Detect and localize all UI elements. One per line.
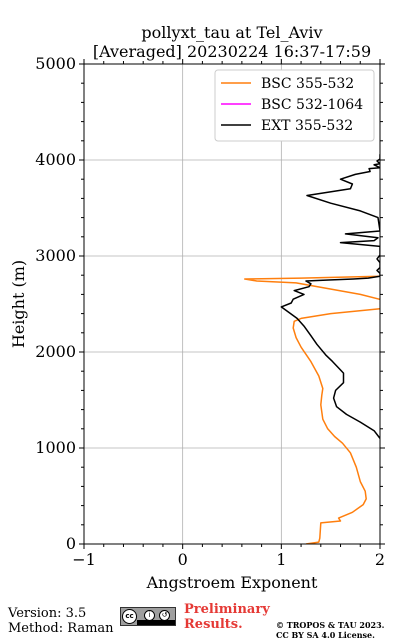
version-info: Version: 3.5 Method: Raman [8,606,114,636]
method-text: Method: Raman [8,621,114,636]
copyright-line-2: CC BY SA 4.0 License. [276,630,375,640]
copyright-line-1: © TROPOS & TAU 2023. [276,620,385,630]
series-line-bsc-355-532 [244,275,380,544]
y-tick-label: 2000 [35,342,76,361]
x-axis-label: Angstroem Exponent [146,573,318,592]
grid [84,64,380,544]
series-line-ext-355-532 [280,154,380,439]
axis-ticks [79,59,385,549]
x-tick-label: 0 [178,550,188,569]
chart-title: pollyxt_tau at Tel_Aviv [141,23,322,42]
x-tick-label: −1 [72,550,96,569]
legend-box [214,69,375,142]
preliminary-notice: Preliminary Results. [184,602,270,632]
y-tick-label: 3000 [35,246,76,265]
x-tick-label: 2 [375,550,385,569]
preliminary-line-1: Preliminary [184,602,270,617]
y-tick-label: 5000 [35,54,76,73]
plot-frame [83,63,381,545]
y-tick-label: 0 [66,534,76,553]
chart-subtitle: [Averaged] 20230224 16:37-17:59 [93,42,371,61]
copyright-notice: © TROPOS & TAU 2023. CC BY SA 4.0 Licens… [276,620,384,640]
legend-label: EXT 355-532 [261,118,353,134]
version-text: Version: 3.5 [8,606,87,621]
y-tick-label: 4000 [35,150,76,169]
plot-lines [244,154,380,544]
preliminary-line-2: Results. [184,617,243,632]
legend-label: BSC 532-1064 [261,97,363,113]
cc-license-badge-icon: cc i ↺ [120,607,176,626]
legend-label: BSC 355-532 [261,76,354,92]
chart: pollyxt_tau at Tel_Aviv [Averaged] 20230… [9,23,385,592]
y-tick-label: 1000 [35,438,76,457]
y-axis-label: Height (m) [9,260,28,348]
x-tick-label: 1 [276,550,286,569]
legend: BSC 355-532 BSC 532-1064 EXT 355-532 [214,69,375,142]
